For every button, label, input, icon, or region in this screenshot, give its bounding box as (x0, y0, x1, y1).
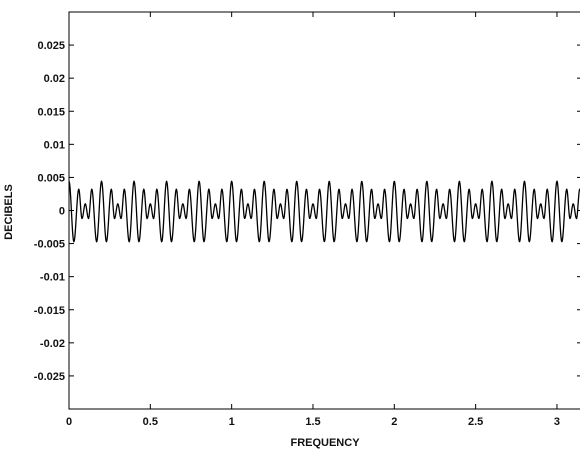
x-tick-label: 0 (66, 416, 72, 428)
y-tick-label: -0.015 (34, 305, 65, 317)
y-tick-label: -0.025 (34, 371, 65, 383)
y-tick-label: 0 (59, 206, 65, 218)
x-tick-label: 2.5 (468, 416, 483, 428)
x-tick-label: 1 (229, 416, 235, 428)
y-axis-label: DECIBELS (3, 184, 15, 240)
y-tick-label: 0.02 (44, 73, 65, 85)
y-tick-label: -0.02 (40, 338, 65, 350)
y-tick-label: 0.01 (44, 139, 65, 151)
x-tick-label: 1.5 (305, 416, 320, 428)
x-axis-label: FREQUENCY (290, 437, 360, 449)
y-tick-label: 0.015 (37, 106, 65, 118)
series-line (68, 180, 580, 243)
y-tick-label: -0.005 (34, 239, 65, 251)
y-tick-label: 0.025 (37, 40, 65, 52)
x-tick-label: 3 (554, 416, 560, 428)
y-tick-label: 0.005 (37, 172, 65, 184)
x-tick-label: 0.5 (143, 416, 158, 428)
y-tick-label: -0.01 (40, 272, 65, 284)
x-tick-label: 2 (391, 416, 397, 428)
